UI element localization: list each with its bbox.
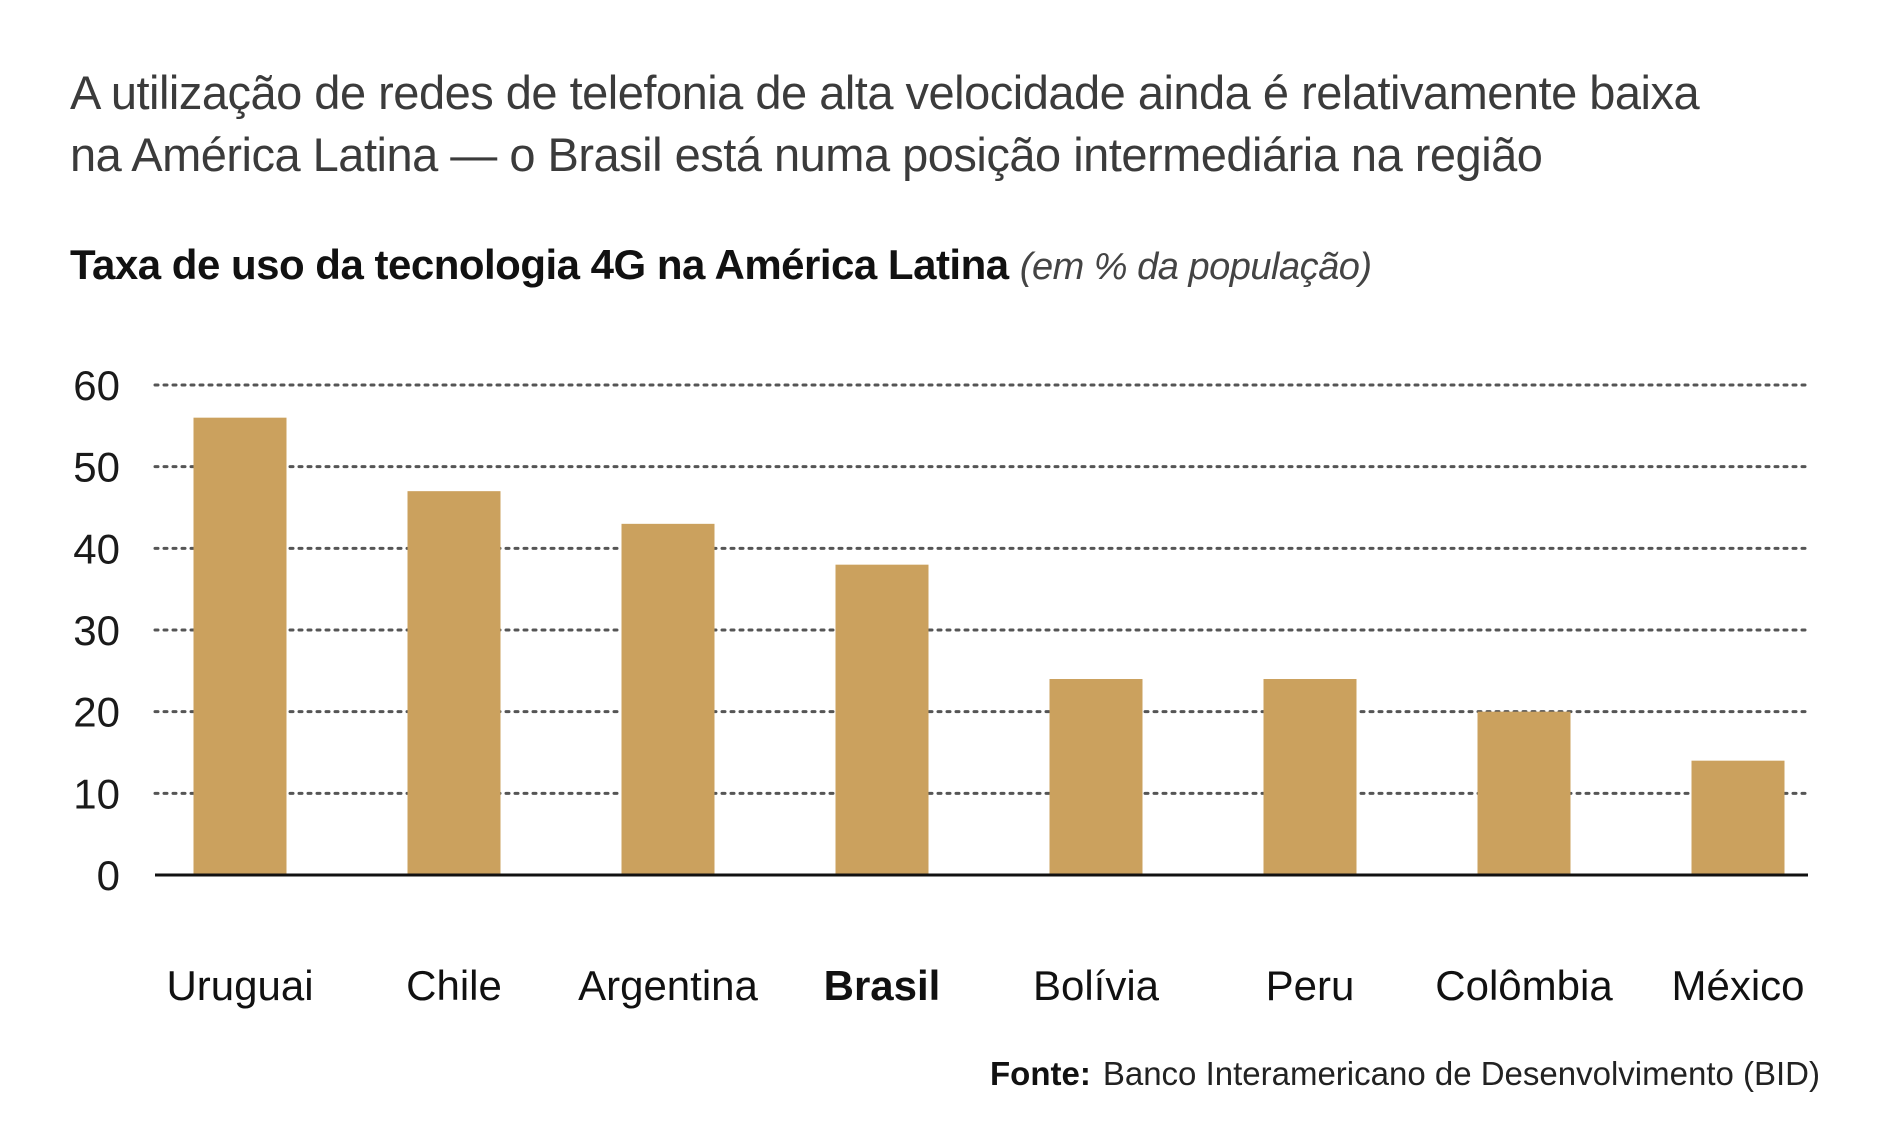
y-tick-label: 40 — [73, 525, 120, 572]
y-tick-label: 10 — [73, 770, 120, 817]
bar-colômbia — [1477, 711, 1571, 875]
x-tick-label: Uruguai — [166, 962, 313, 1009]
bar-méxico — [1691, 760, 1785, 875]
y-tick-label: 20 — [73, 689, 120, 736]
source-note: Fonte: Banco Interamericano de Desenvolvi… — [990, 1054, 1820, 1094]
x-tick-label: Colômbia — [1435, 962, 1613, 1009]
source-text: Banco Interamericano de Desenvolvimento … — [1102, 1055, 1820, 1092]
bar-peru — [1263, 679, 1357, 875]
x-tick-label: Bolívia — [1033, 962, 1160, 1009]
headline-line-1: A utilização de redes de telefonia de al… — [70, 66, 1700, 119]
x-axis-labels: Uruguai Chile Argentina Brasil Bolívia Peru Co… — [166, 962, 1804, 1009]
chart-title: Taxa de uso da tecnologia 4G na América … — [70, 240, 1372, 292]
y-axis-ticks: 0 10 20 30 40 50 60 — [73, 362, 120, 899]
x-tick-label: Chile — [406, 962, 502, 1009]
headline-line-2: na América Latina — o Brasil está numa p… — [70, 128, 1543, 181]
bars — [193, 417, 1785, 875]
x-tick-label: Peru — [1266, 962, 1355, 1009]
bar-bolívia — [1049, 679, 1143, 875]
x-tick-label: Argentina — [578, 962, 758, 1009]
x-tick-label: Brasil — [824, 962, 941, 1009]
y-tick-label: 30 — [73, 607, 120, 654]
bar-brasil — [835, 564, 929, 875]
bar-uruguai — [193, 417, 287, 875]
source-label: Fonte: — [990, 1055, 1091, 1092]
y-tick-label: 50 — [73, 444, 120, 491]
bar-argentina — [621, 523, 715, 875]
y-tick-label: 0 — [97, 852, 120, 899]
y-tick-label: 60 — [73, 362, 120, 409]
chart-title-main: Taxa de uso da tecnologia 4G na América … — [70, 241, 1009, 288]
x-tick-label: México — [1671, 962, 1804, 1009]
chart-title-subtitle: (em % da população) — [1019, 246, 1372, 288]
bar-chile — [407, 491, 501, 875]
headline: A utilização de redes de telefonia de al… — [70, 62, 1830, 186]
